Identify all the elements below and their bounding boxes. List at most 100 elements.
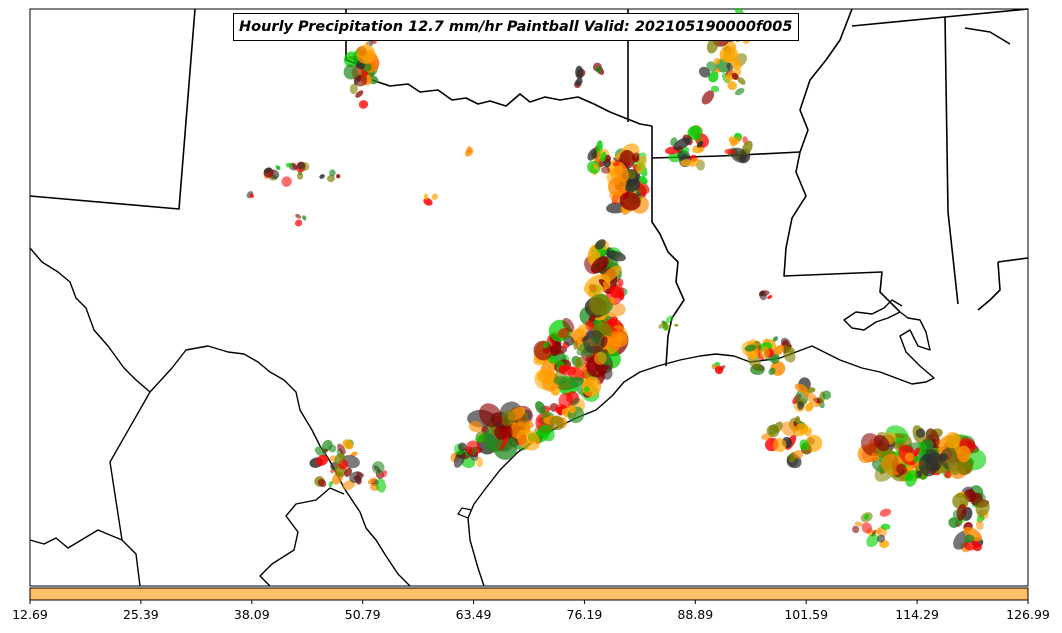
precip-blob [603, 280, 611, 290]
precip-blob [682, 146, 690, 154]
precip-blob [464, 148, 474, 157]
precip-blob [343, 64, 359, 80]
precip-blob [680, 159, 692, 167]
precip-blob [589, 293, 612, 316]
precip-blob [639, 175, 648, 185]
map-frame [29, 8, 1029, 587]
colorbar [29, 587, 1029, 601]
precip-blob [674, 323, 679, 327]
precip-blob [730, 136, 742, 147]
precip-blob [612, 161, 620, 167]
precip-blob [535, 401, 546, 415]
precip-blob [606, 250, 626, 262]
colorbar-tick-label: 114.29 [895, 607, 939, 622]
precip-blob [944, 470, 952, 479]
precip-blob [595, 65, 602, 74]
precip-blob [759, 290, 767, 301]
precip-blob [263, 167, 272, 174]
precip-blob [350, 451, 358, 457]
precip-blob [822, 390, 832, 400]
precip-blob [567, 405, 576, 414]
precip-blob [975, 500, 990, 517]
precip-blob [550, 341, 562, 357]
precip-blob [607, 316, 618, 327]
precip-blob [342, 480, 356, 491]
colorbar-tick-label: 12.69 [12, 607, 48, 622]
precip-blob [805, 402, 814, 412]
precip-blob [864, 513, 870, 520]
precip-blob [713, 57, 721, 65]
precip-blob [356, 44, 376, 64]
precip-blob [553, 375, 568, 386]
precip-blob [365, 41, 369, 46]
al-fl-border [997, 257, 1029, 263]
precip-blob [583, 386, 590, 392]
precip-blob [687, 125, 702, 140]
precip-blob [617, 278, 624, 287]
precip-blob [479, 403, 503, 428]
precip-blob [773, 438, 787, 453]
precip-blob [871, 452, 878, 463]
precip-blob [792, 423, 808, 437]
precip-blob [570, 397, 580, 406]
precip-blob [328, 444, 337, 453]
precip-blob [731, 59, 742, 70]
precip-blob [501, 409, 516, 427]
nm-tx-border [29, 8, 196, 210]
precip-blob [295, 213, 302, 219]
precip-blob [698, 66, 711, 78]
precip-blob [587, 148, 598, 161]
precip-blob [319, 174, 325, 179]
colorbar-tick-label: 38.09 [233, 607, 270, 622]
precip-blob [677, 150, 691, 162]
precip-blob [329, 169, 336, 177]
precip-blob [757, 352, 764, 361]
precip-blob [317, 479, 327, 488]
precip-blob [665, 315, 674, 323]
precip-blob [866, 533, 879, 548]
precip-blob [636, 155, 647, 174]
precip-blob [583, 330, 605, 354]
precip-blob [314, 446, 327, 457]
precip-blob [727, 81, 738, 91]
precip-blob [880, 449, 888, 458]
precip-blob [458, 442, 467, 452]
precip-blob [285, 162, 293, 168]
precip-blob [619, 191, 641, 211]
state-boundaries [29, 8, 1029, 367]
precip-blob [336, 173, 341, 179]
mx-state-line-1 [109, 391, 151, 541]
precip-blob [794, 383, 808, 393]
precip-blob [557, 328, 570, 339]
precip-blob [877, 534, 886, 543]
precip-blob [471, 446, 477, 456]
precip-blob [525, 421, 534, 429]
precip-blob [800, 398, 807, 404]
precip-blob [918, 454, 938, 477]
precip-blob [874, 434, 890, 452]
tn-border [851, 8, 1029, 27]
precip-blob [575, 356, 585, 369]
precip-blob [249, 193, 254, 198]
precip-blob [759, 346, 770, 359]
precip-blob [734, 87, 745, 96]
colorbar-tick-label: 101.59 [784, 607, 829, 622]
precip-blob [334, 453, 346, 465]
precip-blob [593, 352, 607, 365]
precip-blob [918, 441, 927, 456]
colorbar-tick-label: 76.19 [566, 607, 603, 622]
precip-blob [715, 361, 721, 366]
precip-blob [327, 174, 335, 183]
precip-blob [706, 61, 717, 72]
precip-blob [543, 341, 550, 349]
ms-al-border [944, 16, 959, 305]
precip-blob [614, 161, 629, 183]
precip-blob [744, 344, 757, 352]
red-river-border [345, 9, 653, 127]
precip-blob [956, 504, 967, 521]
precip-blob [661, 320, 667, 325]
precip-blob [302, 215, 307, 221]
precip-blob [601, 166, 611, 174]
precip-blob [423, 197, 433, 206]
precip-blob [575, 77, 583, 86]
